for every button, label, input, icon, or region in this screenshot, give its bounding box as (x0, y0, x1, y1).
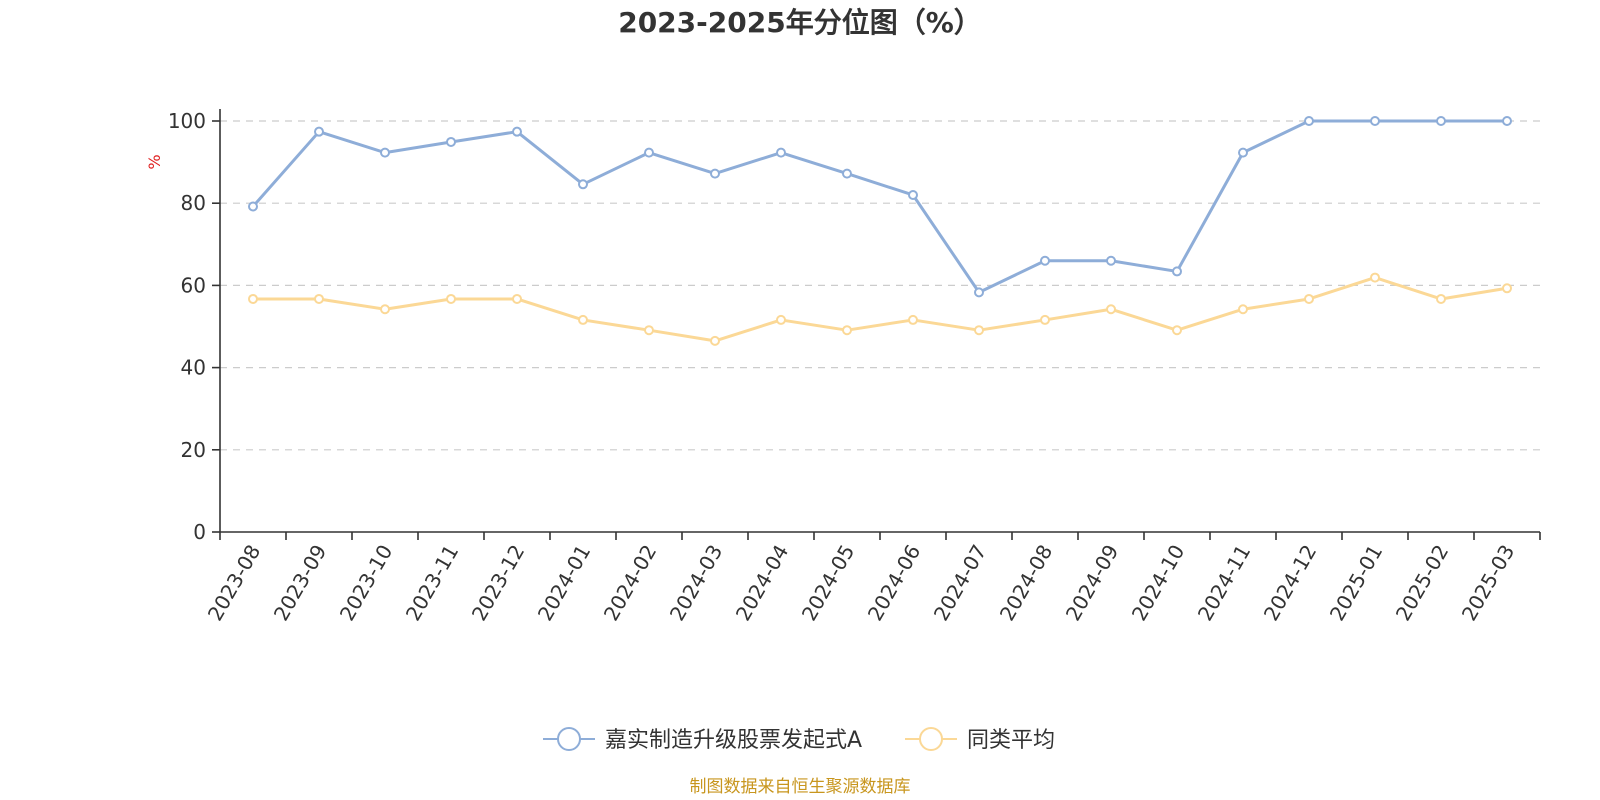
data-point-0-4 (512, 126, 522, 137)
y-tick-label-0: 0 (193, 520, 206, 544)
data-point-1-9 (842, 325, 852, 336)
legend: 嘉实制造升级股票发起式A 同类平均 (543, 727, 1055, 753)
data-point-0-1 (314, 126, 324, 137)
data-point-1-3 (446, 293, 456, 304)
x-tick-label-2024-02: 2024-02 (599, 541, 662, 625)
data-point-1-0 (248, 293, 258, 304)
y-axis-label: % (145, 154, 164, 169)
legend-marker-1 (919, 727, 943, 751)
x-tick-label-2024-08: 2024-08 (995, 541, 1058, 625)
data-point-1-10 (908, 314, 918, 325)
legend-label-1: 同类平均 (967, 728, 1055, 753)
legend-marker-0 (557, 727, 581, 751)
x-tick-label-2025-01: 2025-01 (1325, 541, 1388, 625)
data-point-0-19 (1502, 116, 1512, 126)
data-point-1-7 (710, 335, 720, 346)
data-point-0-17 (1370, 116, 1380, 126)
data-point-0-8 (776, 147, 786, 158)
x-tick-label-2024-11: 2024-11 (1193, 541, 1256, 625)
source-note: 制图数据来自恒生聚源数据库 (690, 777, 911, 797)
x-tick-label-2024-12: 2024-12 (1259, 541, 1322, 625)
data-point-0-6 (644, 147, 654, 158)
data-point-1-12 (1040, 314, 1050, 325)
data-point-1-18 (1436, 293, 1446, 304)
data-point-0-3 (446, 136, 456, 147)
y-tick-label-80: 80 (181, 191, 206, 215)
x-tick-label-2023-08: 2023-08 (203, 541, 266, 625)
y-tick-label-60: 60 (181, 273, 206, 297)
series-line-0 (251, 119, 1509, 294)
x-tick-label-2023-12: 2023-12 (467, 541, 530, 625)
legend-label-0: 嘉实制造升级股票发起式A (605, 728, 862, 753)
data-point-1-4 (512, 293, 522, 304)
x-tick-label-2024-10: 2024-10 (1127, 541, 1190, 625)
axes: 0 20 40 60 80 100 2023-08 2023-09 2023-10 2023-11… (168, 109, 1541, 625)
data-point-0-5 (578, 179, 588, 190)
x-tick-label-2024-06: 2024-06 (863, 541, 926, 625)
data-point-1-1 (314, 293, 324, 304)
grid-lines (220, 120, 1540, 451)
data-point-0-9 (842, 168, 852, 179)
x-tick-label-2024-07: 2024-07 (929, 541, 992, 625)
chart-title: 2023-2025年分位图（%） (618, 6, 982, 39)
x-tick-label-2024-01: 2024-01 (533, 541, 596, 625)
data-point-0-12 (1040, 255, 1050, 266)
series-lines (248, 116, 1512, 346)
y-tick-label-20: 20 (181, 438, 206, 462)
data-point-1-19 (1502, 283, 1512, 294)
x-tick-label-2025-03: 2025-03 (1457, 541, 1520, 625)
series-line-1 (251, 276, 1509, 343)
data-point-0-16 (1304, 116, 1314, 126)
x-tick-label-2024-05: 2024-05 (797, 541, 860, 625)
y-tick-label-40: 40 (181, 356, 206, 380)
data-point-0-7 (710, 168, 720, 179)
data-point-1-6 (644, 325, 654, 336)
data-point-0-18 (1436, 116, 1446, 126)
data-point-1-11 (974, 325, 984, 336)
x-tick-label-2023-11: 2023-11 (401, 541, 464, 625)
data-point-0-11 (974, 287, 984, 298)
x-tick-label-2024-03: 2024-03 (665, 541, 728, 625)
x-tick-label-2023-09: 2023-09 (269, 541, 332, 625)
data-point-0-2 (380, 147, 390, 158)
data-point-0-14 (1172, 266, 1182, 277)
data-point-1-17 (1370, 272, 1380, 283)
x-tick-label-2025-02: 2025-02 (1391, 541, 1454, 625)
y-tick-label-100: 100 (168, 109, 206, 133)
data-point-1-15 (1238, 304, 1248, 315)
data-point-1-5 (578, 314, 588, 325)
data-point-0-15 (1238, 147, 1248, 158)
data-point-0-13 (1106, 255, 1116, 266)
x-tick-label-2024-04: 2024-04 (731, 541, 794, 625)
data-point-1-16 (1304, 293, 1314, 304)
data-point-0-0 (248, 201, 258, 212)
x-tick-label-2024-09: 2024-09 (1061, 541, 1124, 625)
data-point-1-14 (1172, 325, 1182, 336)
x-tick-label-2023-10: 2023-10 (335, 541, 398, 625)
data-point-1-2 (380, 304, 390, 315)
data-point-0-10 (908, 189, 918, 200)
data-point-1-13 (1106, 304, 1116, 315)
data-point-1-8 (776, 314, 786, 325)
